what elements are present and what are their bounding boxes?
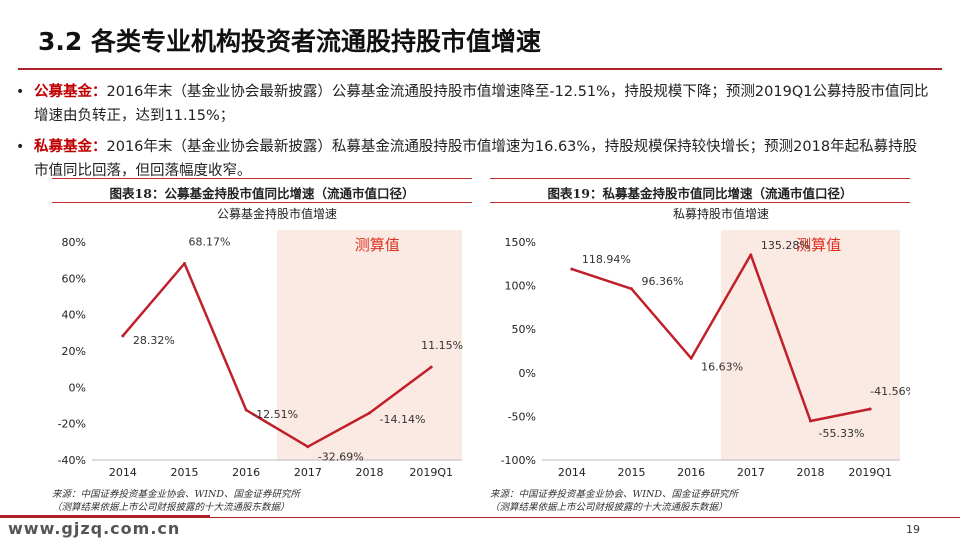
data-point [244, 408, 248, 412]
y-tick-label: 80% [62, 236, 86, 249]
data-point [368, 411, 371, 415]
y-tick-label: 50% [512, 323, 536, 336]
data-point [429, 365, 433, 369]
y-tick-label: 0% [69, 381, 86, 394]
x-tick-label: 2015 [171, 466, 199, 479]
chart-source: 来源：中国证券投资基金业协会、WIND、国金证券研究所 （测算结果依据上市公司财… [490, 488, 738, 514]
data-label: -14.14% [380, 413, 426, 426]
data-label: -12.51% [252, 408, 298, 421]
source-line: （测算结果依据上市公司财报披露的十大流通股东数据） [490, 502, 728, 513]
forecast-shaded-region [277, 230, 462, 460]
bullet-private-funds: • 私募基金：2016年末（基金业协会最新披露）私募基金流通股持股市值增速为16… [16, 135, 930, 183]
chart-caption: 图表18：公募基金持股市值同比增速（流通市值口径） [109, 186, 415, 201]
x-tick-label: 2017 [294, 466, 322, 479]
chart-title: 私募持股市值增速 [673, 206, 769, 221]
data-point [570, 267, 574, 271]
watermark: www.gjzq.com.cn [8, 519, 181, 538]
data-label: 16.63% [701, 360, 743, 373]
source-line: 来源：中国证券投资基金业协会、WIND、国金证券研究所 [52, 489, 300, 500]
data-point [749, 253, 753, 257]
bullet-dot: • [16, 84, 25, 100]
x-tick-label: 2018 [356, 466, 384, 479]
footer-divider [0, 517, 960, 518]
y-tick-label: -40% [58, 454, 86, 467]
x-tick-label: 2019Q1 [409, 466, 453, 479]
chart-source: 来源：中国证券投资基金业协会、WIND、国金证券研究所 （测算结果依据上市公司财… [52, 488, 300, 514]
footer-accent [0, 515, 210, 518]
data-label: 135.28% [761, 239, 810, 252]
bullet-label: 公募基金： [34, 84, 107, 100]
data-point [689, 356, 693, 360]
bullet-text: 2016年末（基金业协会最新披露）私募基金流通股持股市值增速为16.63%，持股… [34, 139, 918, 179]
data-label: -55.33% [819, 427, 865, 440]
data-point [306, 445, 310, 449]
y-tick-label: 100% [505, 280, 536, 293]
slide-title: 3.2 各类专业机构投资者流通股持股市值增速 [38, 27, 541, 56]
data-point [809, 419, 812, 423]
data-label: 118.94% [582, 253, 631, 266]
x-tick-label: 2016 [677, 466, 705, 479]
bullet-public-funds: • 公募基金：2016年末（基金业协会最新披露）公募基金流通股持股市值增速降至-… [16, 80, 930, 128]
forecast-shaded-region [721, 230, 900, 460]
data-point [630, 287, 633, 291]
x-tick-label: 2019Q1 [848, 466, 892, 479]
chart-caption: 图表19：私募基金持股市值同比增速（流通市值口径） [547, 186, 853, 201]
y-tick-label: -20% [58, 418, 86, 431]
page-number: 19 [906, 523, 920, 536]
data-point [868, 407, 872, 411]
x-tick-label: 2015 [618, 466, 646, 479]
x-tick-label: 2014 [109, 466, 137, 479]
chart-private-funds: 图表19：私募基金持股市值同比增速（流通市值口径） 私募持股市值增速测算值 -10… [490, 178, 910, 513]
y-tick-label: 150% [505, 236, 536, 249]
title-divider [18, 68, 942, 70]
data-label: 96.36% [642, 275, 684, 288]
forecast-label: 测算值 [796, 236, 841, 254]
data-label: -32.69% [318, 451, 364, 464]
x-tick-label: 2016 [232, 466, 260, 479]
footer: www.gjzq.com.cn 19 [0, 518, 960, 540]
forecast-label: 测算值 [355, 236, 400, 254]
bullet-text: 2016年末（基金业协会最新披露）公募基金流通股持股市值增速降至-12.51%，… [34, 84, 929, 124]
data-label: -41.56% [870, 385, 910, 398]
x-tick-label: 2014 [558, 466, 586, 479]
y-tick-label: -50% [508, 410, 536, 423]
data-point [183, 261, 186, 265]
chart-public-funds: 图表18：公募基金持股市值同比增速（流通市值口径） 公募基金持股市值增速测算值 -… [52, 178, 472, 513]
source-line: 来源：中国证券投资基金业协会、WIND、国金证券研究所 [490, 489, 738, 500]
y-tick-label: 60% [62, 272, 86, 285]
y-tick-label: 20% [62, 345, 86, 358]
y-tick-label: 0% [519, 367, 536, 380]
data-point [121, 334, 125, 338]
series-line [121, 262, 432, 448]
chart-title: 公募基金持股市值增速 [217, 206, 337, 221]
x-tick-label: 2018 [797, 466, 825, 479]
series-line [571, 253, 871, 423]
data-label: 11.15% [421, 339, 463, 352]
source-line: （测算结果依据上市公司财报披露的十大流通股东数据） [52, 502, 290, 513]
x-tick-label: 2017 [737, 466, 765, 479]
caption-rule [52, 202, 472, 203]
caption-rule [52, 178, 472, 179]
bullet-dot: • [16, 139, 25, 155]
data-label: 28.32% [133, 334, 175, 347]
y-tick-label: -100% [501, 454, 536, 467]
caption-rule [490, 202, 910, 203]
bullet-label: 私募基金： [34, 139, 107, 155]
y-tick-label: 40% [62, 309, 86, 322]
caption-rule [490, 178, 910, 179]
data-label: 68.17% [189, 235, 231, 248]
